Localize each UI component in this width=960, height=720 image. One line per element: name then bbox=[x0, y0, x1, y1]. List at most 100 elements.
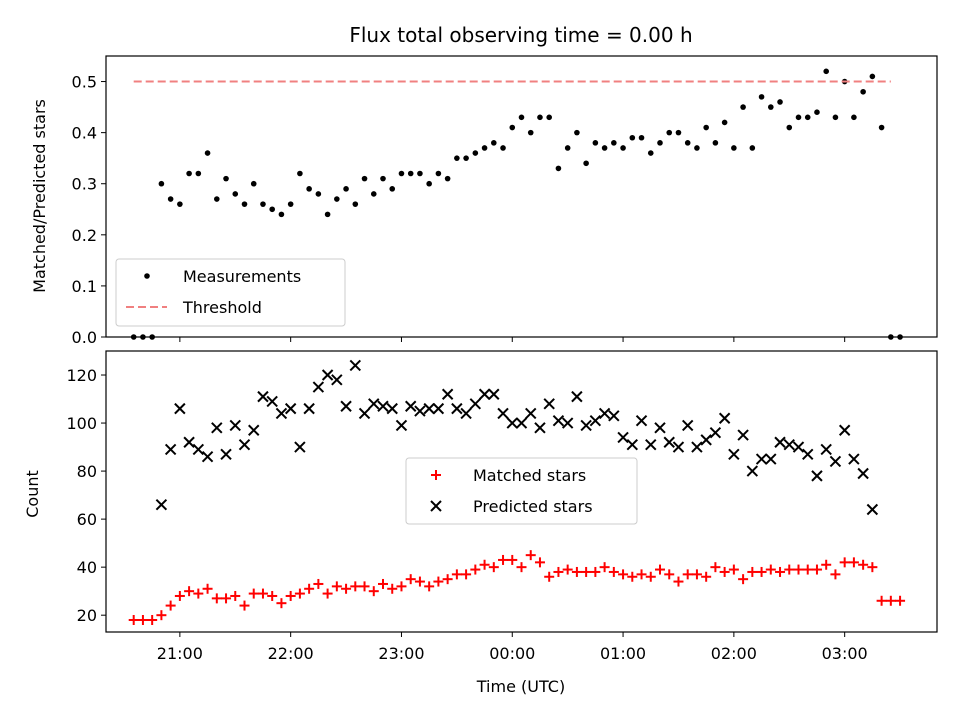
data-point bbox=[275, 407, 288, 420]
legend-label-predicted: Predicted stars bbox=[473, 497, 593, 516]
data-point bbox=[164, 443, 177, 456]
data-point bbox=[509, 124, 516, 131]
y-tick-label: 0.1 bbox=[72, 277, 97, 296]
data-point bbox=[186, 170, 192, 177]
data-point bbox=[304, 583, 315, 594]
data-point bbox=[177, 201, 183, 207]
data-point bbox=[500, 145, 506, 151]
y-tick-label: 60 bbox=[77, 510, 97, 529]
data-point bbox=[387, 583, 398, 594]
data-point bbox=[324, 211, 331, 218]
data-point bbox=[601, 145, 608, 151]
data-point bbox=[869, 73, 876, 80]
data-point bbox=[214, 196, 220, 202]
data-point bbox=[396, 581, 407, 592]
data-point bbox=[851, 114, 857, 121]
data-point bbox=[414, 405, 426, 417]
data-point bbox=[491, 140, 497, 146]
data-point bbox=[525, 550, 536, 561]
data-point bbox=[580, 419, 592, 432]
data-point bbox=[589, 414, 602, 427]
legend-label-threshold: Threshold bbox=[182, 298, 262, 317]
data-point bbox=[823, 68, 829, 75]
data-point bbox=[461, 569, 472, 580]
data-point bbox=[165, 600, 176, 611]
data-point bbox=[266, 395, 278, 408]
data-point bbox=[564, 145, 571, 151]
legend-marker-matched bbox=[431, 470, 441, 480]
data-point bbox=[395, 419, 408, 432]
data-point bbox=[441, 388, 454, 400]
bottom-panel: 20 40 60 80 100 120 21:00 22:00 23:00 00:00 01:00… bbox=[23, 350, 938, 696]
data-point bbox=[645, 571, 656, 582]
data-point bbox=[647, 150, 654, 156]
data-point bbox=[703, 124, 709, 131]
data-point bbox=[248, 588, 259, 599]
data-point bbox=[617, 431, 629, 444]
data-point bbox=[546, 114, 552, 121]
data-point bbox=[783, 438, 795, 451]
y-tick-label: 0.4 bbox=[72, 124, 97, 143]
data-point bbox=[555, 165, 562, 172]
x-tick-label: 03:00 bbox=[822, 644, 868, 663]
data-point bbox=[398, 170, 405, 177]
data-point bbox=[287, 201, 294, 207]
data-point bbox=[407, 170, 414, 177]
x-tick-label: 01:00 bbox=[600, 644, 646, 663]
data-point bbox=[638, 134, 645, 141]
data-point bbox=[331, 374, 343, 386]
data-point bbox=[229, 419, 241, 432]
data-point bbox=[239, 600, 250, 611]
data-point bbox=[784, 564, 795, 575]
data-point bbox=[315, 191, 322, 197]
data-point bbox=[527, 129, 534, 136]
y-tick-label: 20 bbox=[77, 606, 97, 625]
data-point bbox=[626, 438, 639, 451]
data-point bbox=[710, 562, 721, 573]
data-point bbox=[712, 140, 719, 146]
y-tick-label: 100 bbox=[66, 414, 97, 433]
data-point bbox=[802, 564, 813, 575]
bottom-legend: Matched stars Predicted stars bbox=[405, 457, 638, 525]
data-point bbox=[694, 145, 700, 151]
data-point bbox=[592, 140, 599, 146]
data-point bbox=[811, 470, 823, 482]
data-point bbox=[488, 388, 500, 400]
top-x-axis bbox=[179, 337, 846, 342]
bottom-y-axis: 20 40 60 80 100 120 bbox=[66, 366, 106, 625]
data-point bbox=[878, 124, 885, 131]
bottom-x-axis: 21:00 22:00 23:00 00:00 01:00 02:00 03:00 bbox=[157, 632, 868, 663]
data-point bbox=[423, 402, 435, 415]
data-point bbox=[472, 150, 479, 156]
data-point bbox=[321, 369, 334, 381]
legend-label-matched: Matched stars bbox=[473, 466, 586, 485]
bottom-axes-frame bbox=[105, 350, 938, 633]
data-point bbox=[709, 426, 722, 439]
data-point bbox=[867, 562, 878, 573]
data-point bbox=[260, 201, 266, 207]
data-point bbox=[248, 424, 260, 436]
data-point bbox=[657, 140, 663, 146]
data-point bbox=[257, 588, 268, 599]
data-point bbox=[368, 398, 380, 410]
data-point bbox=[719, 566, 730, 577]
y-tick-label: 0.5 bbox=[72, 73, 97, 92]
data-point bbox=[184, 586, 195, 597]
data-point bbox=[681, 419, 694, 432]
y-tick-label: 80 bbox=[77, 462, 97, 481]
data-point bbox=[749, 145, 756, 151]
data-point bbox=[250, 180, 257, 187]
legend-label-measurements: Measurements bbox=[183, 267, 301, 286]
data-point bbox=[193, 588, 204, 599]
data-point bbox=[285, 590, 296, 601]
data-point bbox=[620, 145, 626, 151]
bottom-plot-area bbox=[128, 359, 906, 625]
data-point bbox=[350, 581, 361, 592]
data-point bbox=[432, 402, 445, 415]
legend-marker-predicted bbox=[430, 500, 442, 512]
top-panel: Flux total observing time = 0.00 h 0.00.… bbox=[30, 23, 938, 347]
data-point bbox=[267, 590, 278, 601]
data-point bbox=[147, 614, 158, 625]
data-point bbox=[666, 129, 673, 136]
data-point bbox=[544, 571, 555, 582]
